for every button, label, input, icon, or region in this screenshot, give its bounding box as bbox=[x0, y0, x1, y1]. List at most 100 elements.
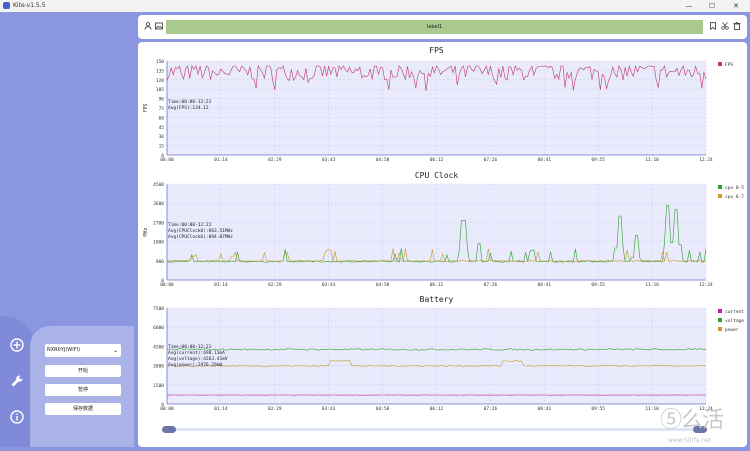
stats-annotation: Avg(voltage):4263.41mV bbox=[168, 356, 228, 362]
x-tick-label: 08:41 bbox=[538, 406, 552, 412]
pause-button[interactable]: 暂停 bbox=[45, 384, 121, 396]
x-tick-label: 04:58 bbox=[376, 282, 390, 288]
y-tick-label: 90 bbox=[159, 97, 165, 103]
y-tick-label: 2700 bbox=[153, 220, 164, 226]
slider-track[interactable] bbox=[166, 428, 703, 431]
x-tick-label: 02:29 bbox=[268, 282, 282, 288]
add-icon[interactable] bbox=[8, 336, 26, 354]
header-label: label1 bbox=[166, 20, 703, 34]
x-tick-label: 02:29 bbox=[268, 157, 282, 163]
y-tick-label: 75 bbox=[159, 106, 165, 112]
y-tick-label: 60 bbox=[159, 115, 165, 121]
start-button[interactable]: 开始 bbox=[45, 365, 121, 377]
x-tick-label: 00:00 bbox=[160, 406, 174, 412]
icon-bar bbox=[0, 316, 34, 447]
bookmark-icon[interactable] bbox=[709, 22, 717, 33]
x-tick-label: 08:41 bbox=[538, 282, 552, 288]
device-select[interactable]: NXR0YJ(WIFI) ⌄ bbox=[45, 344, 121, 357]
y-axis-label: MHz bbox=[143, 227, 149, 236]
title-bar: Kite-v1.5.5 — ☐ ✕ bbox=[0, 0, 750, 12]
legend-swatch bbox=[718, 309, 722, 313]
slider-start-handle[interactable] bbox=[162, 426, 176, 433]
y-tick-label: 4500 bbox=[153, 344, 164, 350]
x-tick-label: 01:14 bbox=[214, 282, 228, 288]
y-tick-label: 3000 bbox=[153, 364, 164, 370]
x-tick-label: 08:41 bbox=[538, 157, 552, 163]
stats-annotation: Avg(CPUClock6):894.07MHz bbox=[168, 234, 233, 240]
x-tick-label: 12:24 bbox=[699, 157, 713, 163]
control-panel: NXR0YJ(WIFI) ⌄ 开始 暂停 保存数据 bbox=[30, 326, 134, 447]
x-tick-label: 11:10 bbox=[645, 282, 659, 288]
x-tick-label: 07:26 bbox=[484, 282, 498, 288]
trash-icon[interactable] bbox=[733, 22, 741, 33]
x-tick-label: 03:43 bbox=[322, 282, 336, 288]
chart-title: FPS bbox=[429, 46, 444, 55]
app-title: Kite-v1.5.5 bbox=[3, 1, 45, 11]
x-tick-label: 07:26 bbox=[484, 157, 498, 163]
stats-annotation: Avg(FPS):134.12 bbox=[168, 105, 209, 111]
x-tick-label: 09:55 bbox=[591, 406, 605, 412]
x-tick-label: 07:26 bbox=[484, 406, 498, 412]
maximize-button[interactable]: ☐ bbox=[703, 0, 721, 12]
close-button[interactable]: ✕ bbox=[727, 0, 745, 12]
y-tick-label: 4500 bbox=[153, 182, 164, 188]
x-tick-label: 09:55 bbox=[591, 282, 605, 288]
x-tick-label: 00:00 bbox=[160, 282, 174, 288]
x-tick-label: 03:43 bbox=[322, 157, 336, 163]
y-tick-label: 1500 bbox=[153, 383, 164, 389]
app-icon bbox=[3, 2, 10, 9]
time-range-slider[interactable] bbox=[162, 426, 707, 433]
y-tick-label: 3600 bbox=[153, 201, 164, 207]
legend-label: power bbox=[725, 328, 739, 333]
y-tick-label: 7500 bbox=[153, 306, 164, 312]
watermark-logo: ⑤么活 bbox=[660, 402, 723, 434]
legend-label: voltage bbox=[725, 318, 744, 324]
stats-annotation: Avg(CPUClock0):863.51MHz bbox=[168, 228, 233, 234]
info-icon[interactable] bbox=[8, 408, 26, 426]
chart-title: CPU Clock bbox=[415, 171, 459, 180]
legend-swatch bbox=[718, 185, 722, 189]
legend-label: cpu 6-7 bbox=[725, 194, 744, 200]
y-tick-label: 135 bbox=[156, 68, 164, 74]
x-tick-label: 11:10 bbox=[645, 157, 659, 163]
save-data-button[interactable]: 保存数据 bbox=[45, 403, 121, 415]
x-tick-label: 02:29 bbox=[268, 406, 282, 412]
y-tick-label: 105 bbox=[156, 87, 164, 93]
watermark-url: www.5itifa.net bbox=[668, 437, 711, 444]
device-select-value: NXR0YJ(WIFI) bbox=[47, 347, 80, 353]
x-tick-label: 06:12 bbox=[430, 157, 444, 163]
y-tick-label: 15 bbox=[159, 144, 165, 150]
stats-annotation: Avg(current):698.11mA bbox=[168, 350, 225, 356]
y-tick-label: 120 bbox=[156, 78, 164, 84]
x-tick-label: 04:58 bbox=[376, 406, 390, 412]
image-icon[interactable] bbox=[155, 22, 163, 33]
y-tick-label: 150 bbox=[156, 59, 164, 65]
minimize-button[interactable]: — bbox=[680, 0, 698, 12]
y-tick-label: 1800 bbox=[153, 240, 164, 246]
stats-annotation: Avg(power):2976.29mW bbox=[168, 362, 222, 368]
wrench-icon[interactable] bbox=[8, 372, 26, 390]
x-tick-label: 12:24 bbox=[699, 282, 713, 288]
legend-swatch bbox=[718, 318, 722, 322]
y-axis-label: FPS bbox=[143, 103, 149, 112]
stats-annotation: Time:00:00-12:21 bbox=[168, 222, 212, 228]
legend-swatch bbox=[718, 194, 722, 198]
person-icon[interactable] bbox=[144, 22, 152, 33]
app-title-text: Kite-v1.5.5 bbox=[13, 2, 45, 9]
scissors-icon[interactable] bbox=[721, 22, 729, 33]
legend-swatch bbox=[718, 327, 722, 331]
stats-annotation: Time:00:00-12:21 bbox=[168, 99, 212, 105]
chevron-down-icon: ⌄ bbox=[113, 344, 118, 357]
stats-annotation: Time:00:00-12:21 bbox=[168, 344, 212, 350]
x-tick-label: 00:00 bbox=[160, 157, 174, 163]
x-tick-label: 09:55 bbox=[591, 157, 605, 163]
legend-label: cpu 0-5 bbox=[725, 185, 744, 191]
y-tick-label: 900 bbox=[156, 259, 164, 265]
main-header: label1 bbox=[138, 15, 747, 39]
x-tick-label: 06:12 bbox=[430, 282, 444, 288]
x-tick-label: 11:10 bbox=[645, 406, 659, 412]
chart-title: Battery bbox=[420, 295, 454, 304]
x-tick-label: 01:14 bbox=[214, 157, 228, 163]
